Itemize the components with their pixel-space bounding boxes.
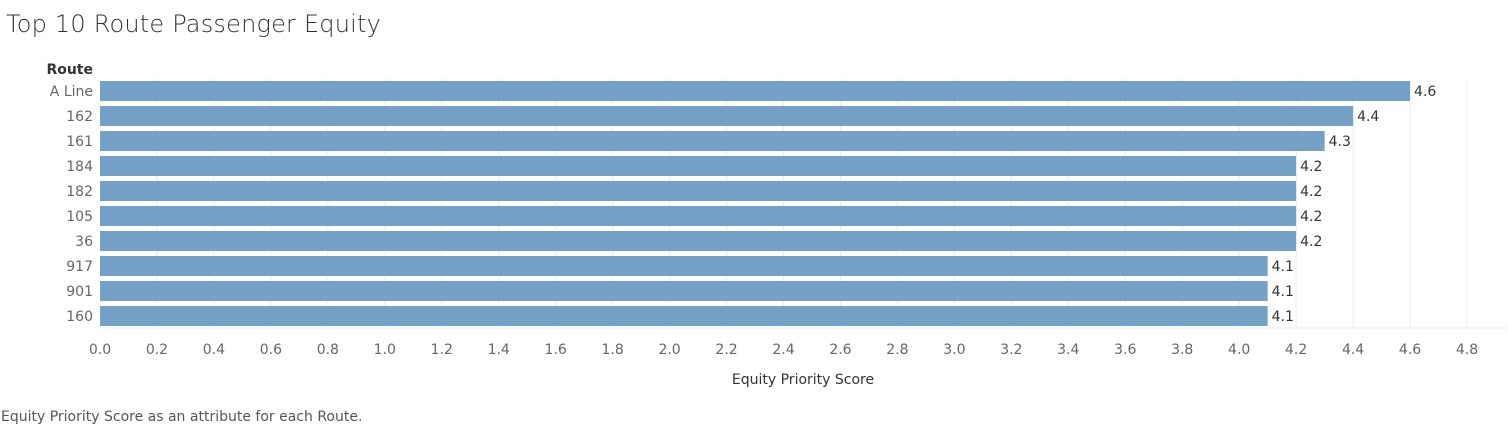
category-label: 901 [66,284,93,300]
x-tick-label: 4.2 [1285,342,1307,358]
category-label: 160 [66,309,93,325]
x-tick-label: 4.4 [1342,342,1364,358]
x-tick-label: 3.0 [943,342,965,358]
x-tick-label: 0.6 [260,342,282,358]
data-label: 4.1 [1272,259,1294,275]
x-tick-label: 1.6 [545,342,567,358]
data-label: 4.3 [1329,134,1351,150]
x-tick-label: 3.8 [1171,342,1193,358]
bar [100,206,1297,226]
x-tick-label: 3.6 [1114,342,1136,358]
category-label: 105 [66,209,93,225]
category-label: A Line [50,84,93,100]
x-tick-label: 1.2 [431,342,453,358]
x-tick-label: 3.2 [1000,342,1022,358]
data-label: 4.2 [1300,159,1322,175]
x-tick-label: 1.0 [374,342,396,358]
x-tick-label: 2.8 [886,342,908,358]
x-tick-label: 0.0 [89,342,111,358]
x-tick-label: 2.0 [658,342,680,358]
data-label: 4.1 [1272,309,1294,325]
bar [100,181,1297,201]
bar [100,156,1297,176]
x-tick-label: 0.4 [203,342,225,358]
x-tick-label: 4.8 [1456,342,1478,358]
x-axis-ticks: 0.0 0.2 0.4 0.6 0.8 1.0 1.2 1.4 1.6 1.8 2.0 2.2 2.4 2… [89,342,1478,358]
category-label: 161 [66,134,93,150]
x-tick-label: 2.2 [715,342,737,358]
chart-title: Top 10 Route Passenger Equity [6,10,382,38]
bar [100,106,1354,126]
data-label: 4.2 [1300,234,1322,250]
data-label: 4.2 [1300,209,1322,225]
data-label: 4.1 [1272,284,1294,300]
category-label: 184 [66,159,93,175]
x-tick-label: 3.4 [1057,342,1079,358]
x-tick-label: 2.6 [829,342,851,358]
bar [100,306,1268,326]
row-header: Route [46,62,93,78]
x-tick-label: 2.4 [772,342,794,358]
bar [100,231,1297,251]
chart-caption: Equity Priority Score as an attribute fo… [1,409,363,425]
category-label: 917 [66,259,93,275]
x-tick-label: 4.0 [1228,342,1250,358]
data-label: 4.6 [1414,84,1436,100]
category-labels: A Line 162 161 184 182 105 36 917 901 160 [50,84,93,325]
bars [100,81,1411,326]
data-label: 4.4 [1357,109,1379,125]
x-tick-label: 0.8 [317,342,339,358]
x-tick-label: 1.4 [488,342,510,358]
x-tick-label: 1.8 [601,342,623,358]
x-tick-label: 0.2 [146,342,168,358]
category-label: 36 [75,234,93,250]
x-axis-label: Equity Priority Score [732,372,874,388]
category-label: 182 [66,184,93,200]
value-labels: 4.6 4.4 4.3 4.2 4.2 4.2 4.2 4.1 4.1 4.1 [1272,84,1437,325]
data-label: 4.2 [1300,184,1322,200]
bar [100,256,1268,276]
bar [100,131,1325,151]
bar [100,81,1411,101]
x-tick-label: 4.6 [1399,342,1421,358]
bar [100,281,1268,301]
category-label: 162 [66,109,93,125]
